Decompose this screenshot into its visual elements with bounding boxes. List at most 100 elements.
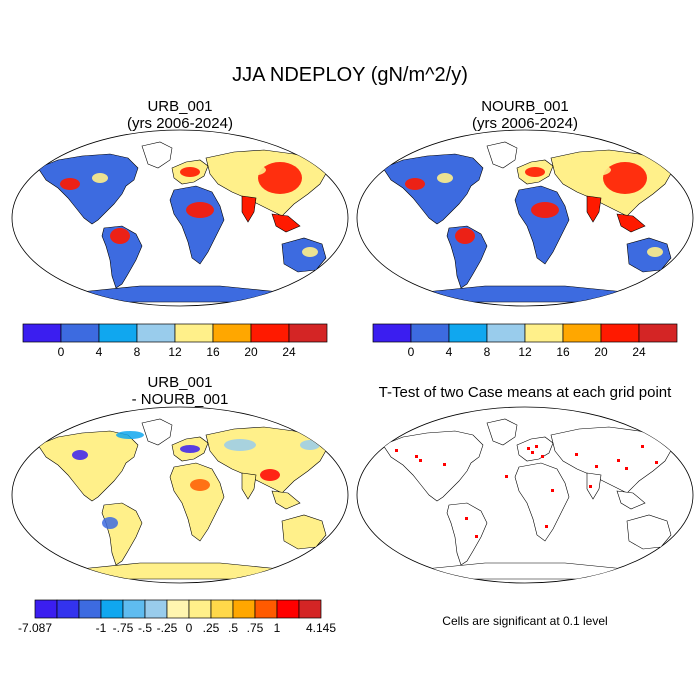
colorbar-label: 1 — [274, 621, 281, 635]
continent-australia — [626, 514, 672, 550]
colorbar-urb: 0 4 8 12 16 20 24 — [22, 323, 328, 359]
map-hotspot — [186, 202, 214, 218]
map-anomaly — [260, 469, 280, 481]
map-hotspot — [60, 178, 80, 190]
colorbar-swatch — [188, 599, 212, 619]
significant-cell — [465, 517, 468, 520]
map-hotspot — [92, 173, 108, 183]
significant-cell — [531, 451, 534, 454]
colorbar-label: .25 — [203, 621, 220, 635]
continent-africa — [514, 462, 570, 542]
colorbar-swatch — [144, 599, 168, 619]
colorbar-label: .75 — [247, 621, 264, 635]
map-anomaly — [180, 445, 200, 453]
significant-cell — [475, 535, 478, 538]
significant-cell — [655, 461, 658, 464]
continent-greenland — [141, 141, 173, 169]
colorbar-label: 4.145 — [306, 621, 336, 635]
continent-asia — [550, 426, 674, 494]
colorbar-swatch — [56, 599, 80, 619]
colorbar-swatch — [276, 599, 300, 619]
significant-cell — [527, 447, 530, 450]
colorbar-label: 16 — [206, 345, 220, 359]
continent-north-america — [382, 430, 484, 502]
significant-cell — [617, 459, 620, 462]
colorbar-swatch — [486, 323, 526, 343]
colorbar-swatch — [136, 323, 176, 343]
colorbar-swatch — [100, 599, 124, 619]
colorbar-label: 12 — [168, 345, 182, 359]
map-diff — [11, 406, 349, 584]
map-urb — [11, 129, 349, 307]
map-hotspot — [531, 202, 559, 218]
map-hotspot — [234, 164, 266, 176]
colorbar-label: 0 — [58, 345, 65, 359]
map-hotspot — [455, 228, 475, 244]
colorbar-swatch — [298, 599, 322, 619]
map-nourb — [356, 129, 694, 307]
map-hotspot — [110, 228, 130, 244]
continent-greenland — [141, 418, 173, 446]
colorbar-diff: -7.087 -1 -.75 -.5 -.25 0 .25 .5 .75 1 4.145 — [18, 599, 336, 635]
continent-india — [241, 195, 257, 223]
map-hotspot — [258, 162, 302, 194]
significant-cell — [625, 467, 628, 470]
continent-southeast-asia — [271, 213, 301, 233]
map-hotspot — [180, 167, 200, 177]
significant-cell — [395, 449, 398, 452]
colorbar-label: 8 — [484, 345, 491, 359]
continent-south-america — [446, 225, 488, 289]
map-anomaly — [72, 450, 88, 460]
colorbar-label: 20 — [594, 345, 608, 359]
continent-india — [241, 472, 257, 500]
significant-cell — [505, 475, 508, 478]
significant-cell — [541, 455, 544, 458]
colorbar-swatch — [372, 323, 412, 343]
colorbar-swatch — [288, 323, 328, 343]
colorbar-swatch — [98, 323, 138, 343]
colorbar-label: -.75 — [113, 621, 134, 635]
map-hotspot — [647, 247, 663, 257]
colorbar-swatch — [34, 599, 58, 619]
colorbar-swatch — [638, 323, 678, 343]
panel-title-urb-line1: URB_001 — [147, 98, 213, 115]
significant-cell — [419, 459, 422, 462]
panel-title-urb-line2: (yrs 2006-2024) — [127, 115, 233, 132]
panel-title-nourb-line1: NOURB_001 — [481, 98, 569, 115]
map-anomaly — [224, 439, 256, 451]
significant-cell — [443, 463, 446, 466]
panel-title-nourb-line2: (yrs 2006-2024) — [472, 115, 578, 132]
map-hotspot — [437, 173, 453, 183]
colorbar-swatch — [524, 323, 564, 343]
colorbar-label: 16 — [556, 345, 570, 359]
map-hotspot — [603, 162, 647, 194]
map-hotspot — [302, 247, 318, 257]
colorbar-swatch — [60, 323, 100, 343]
colorbar-swatch — [250, 323, 290, 343]
significant-cell — [535, 445, 538, 448]
significant-cell — [551, 489, 554, 492]
continent-australia — [281, 514, 327, 550]
colorbar-label: 4 — [96, 345, 103, 359]
colorbar-swatch — [78, 599, 102, 619]
colorbar-label: 4 — [446, 345, 453, 359]
colorbar-swatch — [122, 599, 146, 619]
map-hotspot — [405, 178, 425, 190]
colorbar-swatch — [232, 599, 256, 619]
colorbar-label: 12 — [518, 345, 532, 359]
colorbar-swatch — [210, 599, 234, 619]
significant-cell — [641, 445, 644, 448]
continent-south-america — [101, 225, 143, 289]
continent-north-america — [37, 430, 139, 502]
panel-title-urb: URB_001 (yrs 2006-2024) — [30, 98, 330, 132]
map-hotspot — [579, 164, 611, 176]
colorbar-swatch — [254, 599, 278, 619]
map-anomaly — [190, 479, 210, 491]
panel-title-ttest-line1: T-Test of two Case means at each grid po… — [378, 384, 672, 401]
map-hotspot — [525, 167, 545, 177]
continent-greenland — [486, 418, 518, 446]
significant-cell — [545, 525, 548, 528]
continent-north-america — [382, 153, 484, 225]
panel-title-diff-line2: - NOURB_001 — [131, 391, 229, 408]
panel-title-nourb: NOURB_001 (yrs 2006-2024) — [375, 98, 675, 132]
